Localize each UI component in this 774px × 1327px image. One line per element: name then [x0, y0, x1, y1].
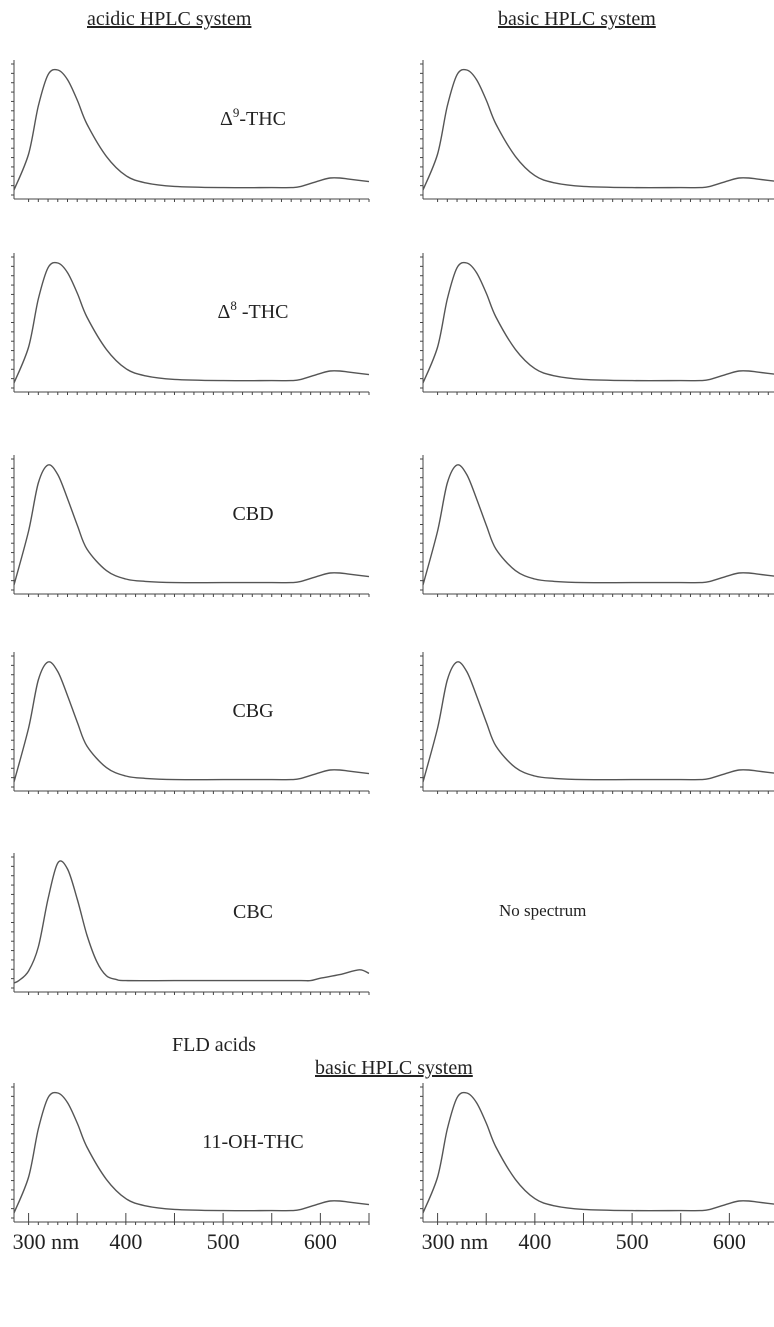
- spectrum-line-9: [14, 1093, 369, 1213]
- compound-label: CBG: [232, 700, 273, 722]
- x-tick-label: 400: [109, 1229, 142, 1254]
- spectrum-line-5: [423, 465, 774, 585]
- x-tick-label: 600: [304, 1229, 337, 1254]
- spectrum-line-6: [14, 662, 369, 782]
- compound-label: CBC: [233, 901, 273, 923]
- spectrum-line-1: [423, 70, 774, 190]
- x-tick-label: 500: [207, 1229, 240, 1254]
- compound-label: Δ8 -THC: [217, 298, 288, 323]
- spectrum-line-4: [14, 465, 369, 585]
- compound-prefix: Δ: [220, 108, 233, 130]
- x-tick-label: 300 nm: [13, 1229, 80, 1254]
- x-tick-label: 300 nm: [422, 1229, 489, 1254]
- spectrum-line-10: [423, 1093, 774, 1213]
- compound-label: Δ9-THC: [220, 105, 286, 130]
- x-tick-label: 500: [616, 1229, 649, 1254]
- spectrum-line-8: [14, 861, 369, 983]
- spectrum-line-0: [14, 70, 369, 190]
- x-tick-label: 400: [518, 1229, 551, 1254]
- compound-name: -THC: [237, 301, 289, 323]
- x-tick-label: 600: [713, 1229, 746, 1254]
- spectrum-line-3: [423, 263, 774, 383]
- spectrum-line-7: [423, 662, 774, 782]
- spectrum-line-2: [14, 263, 369, 383]
- compound-label: 11-OH-THC: [202, 1131, 303, 1153]
- compound-label: CBD: [232, 503, 273, 525]
- compound-prefix: Δ: [217, 301, 230, 323]
- compound-name: -THC: [239, 108, 286, 130]
